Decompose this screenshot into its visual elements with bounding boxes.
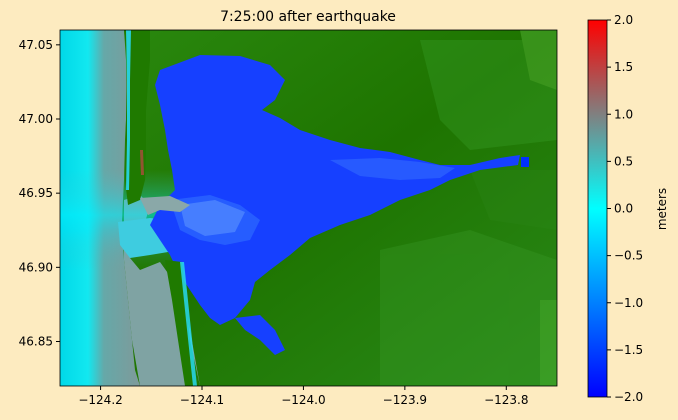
colorbar-label: meters xyxy=(655,188,669,230)
y-tick-label: 46.85 xyxy=(19,335,53,349)
north-spit xyxy=(124,30,150,205)
spit-red-speck xyxy=(140,150,144,175)
y-tick-label: 46.95 xyxy=(19,186,53,200)
y-tick-label: 46.90 xyxy=(19,260,53,274)
colorbar-tick-label: −1.5 xyxy=(614,343,643,357)
colorbar-tick-label: 0.0 xyxy=(614,202,633,216)
colorbar-tick-label: 1.0 xyxy=(614,107,633,121)
colorbar-tick-label: 1.5 xyxy=(614,60,633,74)
colorbar-tick-label: 2.0 xyxy=(614,13,633,27)
bay-water xyxy=(150,55,520,325)
spit-beach xyxy=(126,30,131,190)
y-axis-ticks: 46.85 46.90 46.95 47.00 47.05 xyxy=(19,38,60,349)
colorbar-tick-label: 0.5 xyxy=(614,154,633,168)
map-plot-area xyxy=(60,30,557,386)
colorbar xyxy=(587,19,608,398)
bay-channel-east xyxy=(330,158,455,180)
bay-channel-south xyxy=(235,315,285,355)
chart-title: 7:25:00 after earthquake xyxy=(220,9,396,25)
spit-beach-south xyxy=(180,262,197,386)
x-tick-label: −123.8 xyxy=(484,393,528,407)
x-tick-label: −124.1 xyxy=(180,393,224,407)
terrain-texture xyxy=(380,30,557,386)
bay-haze xyxy=(180,200,245,236)
river-marker xyxy=(521,157,529,167)
x-tick-label: −123.9 xyxy=(383,393,427,407)
bay-inner-light xyxy=(170,195,260,245)
y-tick-label: 47.00 xyxy=(19,112,53,126)
colorbar-tick-label: −0.5 xyxy=(614,249,643,263)
x-axis-ticks: −124.2 −124.1 −124.0 −123.9 −123.8 xyxy=(78,386,528,407)
x-tick-label: −124.2 xyxy=(78,393,122,407)
point-chehalis xyxy=(140,196,190,215)
colorbar-tick-label: −1.0 xyxy=(614,296,643,310)
x-tick-label: −124.0 xyxy=(281,393,325,407)
colorbar-tick-label: −2.0 xyxy=(614,390,643,404)
y-tick-label: 47.05 xyxy=(19,38,53,52)
plot-frame xyxy=(59,29,558,387)
colorbar-ticks: 2.0 1.5 1.0 0.5 0.0 −0.5 −1.0 −1.5 −2.0 xyxy=(607,13,643,404)
